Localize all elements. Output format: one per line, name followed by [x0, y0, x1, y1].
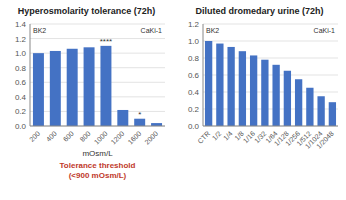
- bar: [272, 65, 279, 126]
- y-tick-label: 0.0: [15, 122, 27, 131]
- x-tick-label: 1/2: [211, 130, 223, 142]
- bar: [84, 47, 95, 126]
- y-tick-label: 0.2: [188, 105, 200, 114]
- grid-line: [30, 24, 165, 25]
- y-tick-label: 0.0: [188, 122, 200, 131]
- grid-line: [30, 38, 165, 39]
- y-tick-label: 0.4: [15, 93, 27, 102]
- bar: [50, 51, 61, 126]
- x-axis: [30, 126, 165, 127]
- note-line: (<900 mOsm/L): [69, 171, 127, 180]
- bar: [134, 119, 145, 126]
- x-tick-label: 600: [62, 130, 75, 143]
- y-tick-label: 1.2: [15, 35, 27, 44]
- y-tick-label: 1.0: [15, 49, 27, 58]
- bar: [284, 71, 291, 126]
- y-tick-label: 0.8: [15, 64, 27, 73]
- x-tick-label: 1600: [126, 130, 142, 146]
- grid-line: [203, 126, 338, 127]
- title: Hyperosmolarity tolerance (72h): [18, 6, 156, 16]
- cell-line-label: CaKi-1: [314, 27, 336, 34]
- title: Diluted dromedary urine (72h): [195, 6, 323, 16]
- x-axis: [203, 126, 338, 127]
- chart-root: Hyperosmolarity tolerance (72h) 0.0 0.2 0.4…: [0, 0, 346, 200]
- bar: [205, 41, 212, 126]
- bar: [295, 79, 302, 126]
- x-tick-label: 800: [79, 130, 92, 143]
- x-tick-label: 400: [45, 130, 58, 143]
- cell-line-label: CaKi-1: [141, 27, 163, 34]
- y-tick-label: 0.6: [15, 78, 27, 87]
- x-tick-label: 1000: [93, 130, 109, 146]
- y-tick-label: 0.4: [188, 88, 200, 97]
- bar: [261, 60, 268, 126]
- x-tick-label: 1/4: [222, 130, 234, 142]
- grid-line: [203, 24, 338, 25]
- chart: Diluted dromedary urine (72h) 0.0 0.2 0.4 0.…: [188, 6, 338, 150]
- x-tick-label: 1200: [110, 130, 126, 146]
- y-tick-label: 1.2: [188, 20, 200, 29]
- bar: [227, 47, 234, 126]
- y-tick-label: 1.4: [15, 20, 27, 29]
- y-tick-label: 0.2: [15, 107, 27, 116]
- y-tick-label: 1.0: [188, 37, 200, 46]
- bar: [67, 49, 78, 126]
- x-tick-label: 2000: [143, 130, 159, 146]
- bar: [306, 88, 313, 126]
- bar: [33, 53, 44, 126]
- x-tick-label: 200: [28, 130, 41, 143]
- bar: [329, 102, 336, 126]
- grid-line: [203, 41, 338, 42]
- bar: [216, 44, 223, 126]
- x-axis-label: mOsm/L: [82, 149, 113, 158]
- x-tick-label: 1/2048: [315, 130, 335, 150]
- bar: [100, 46, 111, 126]
- y-tick-label: 0.6: [188, 71, 200, 80]
- bar: [117, 110, 128, 126]
- cell-line-label: BK2: [33, 27, 46, 34]
- cell-line-label: BK2: [206, 27, 219, 34]
- y-axis: [203, 24, 204, 126]
- threshold-note: Tolerance threshold(<900 mOsm/L): [60, 161, 136, 180]
- y-axis: [30, 24, 31, 126]
- chart: Hyperosmolarity tolerance (72h) 0.0 0.2 0.4…: [15, 6, 165, 180]
- significance-label: ****: [100, 37, 112, 46]
- y-tick-label: 0.8: [188, 54, 200, 63]
- x-tick-label: CTR: [196, 130, 211, 145]
- bar: [239, 51, 246, 126]
- significance-label: *: [138, 110, 141, 119]
- bars: [205, 41, 336, 126]
- bar: [317, 96, 324, 126]
- grid-line: [30, 126, 165, 127]
- bar: [250, 55, 257, 126]
- note-line: Tolerance threshold: [60, 161, 136, 170]
- bars: [33, 46, 162, 126]
